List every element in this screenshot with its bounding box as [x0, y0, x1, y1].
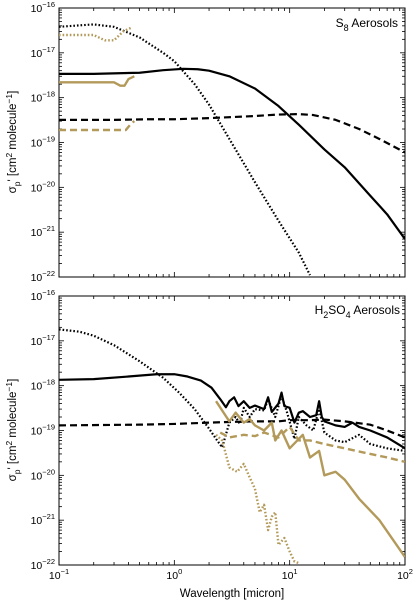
series-line-dotted-black	[59, 23, 311, 276]
series-line-dashed-tan	[59, 120, 136, 132]
y-tick-label: 10−16	[31, 288, 55, 303]
y-tick-label: 10−22	[31, 269, 55, 284]
x-axis-label: Wavelength [micron]	[180, 588, 284, 600]
x-tick-label: 10−1	[49, 567, 69, 582]
y-tick-label: 10−17	[31, 333, 55, 348]
panel-s8: 10−22 10−21 10−20 10−19 10−18 10−17 10−16 S8 A…	[4, 0, 406, 284]
y-tick-label: 10−19	[31, 423, 55, 438]
series-line-solid-tan	[215, 400, 405, 558]
y-tick-label: 10−16	[31, 0, 55, 15]
panel-title: S8 Aerosols	[336, 16, 398, 33]
y-tick-label: 10−21	[31, 512, 55, 527]
y-tick-label: 10−21	[31, 224, 55, 239]
plot-frame	[58, 295, 406, 566]
y-tick-label: 10−20	[31, 467, 55, 482]
series-line-solid-tan	[59, 75, 135, 87]
series-line-dashed-black	[59, 418, 405, 439]
series-line-solid-black	[59, 373, 405, 450]
series-line-dotted-black	[59, 328, 405, 453]
panel-title: H2SO4 Aerosols	[315, 303, 400, 320]
x-tick-label: 100	[166, 567, 182, 582]
y-axis-label: σp' [cm2 molecule−1]	[4, 91, 22, 194]
series-line-dashed-tan	[219, 425, 405, 464]
series-line-dotted-tan	[59, 26, 132, 42]
series-group	[59, 328, 405, 565]
y-axis-label: σp' [cm2 molecule−1]	[4, 379, 22, 482]
series-line-dashed-black	[59, 113, 405, 154]
series-group	[59, 23, 405, 276]
x-tick-label: 101	[282, 567, 298, 582]
ticks: 10−22 10−21 10−20 10−19 10−18 10−17 10−16	[31, 0, 406, 284]
y-tick-label: 10−18	[31, 90, 55, 105]
ticks: 10−22 10−21 10−20 10−19 10−18 10−17 10−16 10−1 1…	[31, 288, 413, 582]
y-tick-label: 10−18	[31, 378, 55, 393]
plot-frame	[58, 7, 406, 278]
series-line-solid-black	[59, 67, 405, 240]
y-tick-label: 10−20	[31, 179, 55, 194]
series-line-dotted-tan	[215, 433, 300, 565]
panel-h2so4: 10−22 10−21 10−20 10−19 10−18 10−17 10−16 10−1 1…	[4, 288, 413, 600]
x-tick-label: 102	[397, 567, 413, 582]
y-tick-label: 10−17	[31, 45, 55, 60]
y-tick-label: 10−19	[31, 135, 55, 150]
y-tick-label: 10−22	[31, 557, 55, 572]
